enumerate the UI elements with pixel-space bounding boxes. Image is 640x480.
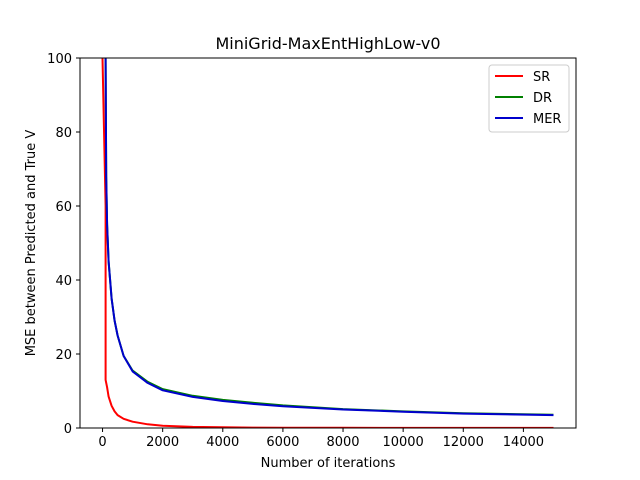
x-tick-label: 14000 <box>503 435 544 450</box>
legend-box <box>488 64 570 133</box>
x-tick-label: 8000 <box>326 435 359 450</box>
y-tick-label: 60 <box>55 200 72 215</box>
x-tick-label: 10000 <box>382 435 423 450</box>
y-axis-label: MSE between Predicted and True V <box>24 130 39 357</box>
x-tick-label: 6000 <box>266 435 299 450</box>
legend: SR DR MER <box>488 64 570 133</box>
legend-label-mer: MER <box>533 112 561 127</box>
y-tick-label: 20 <box>55 348 72 363</box>
x-axis-label: Number of iterations <box>261 456 396 471</box>
y-tick-label: 40 <box>55 274 72 289</box>
x-tick-label: 4000 <box>206 435 239 450</box>
chart-title: MiniGrid-MaxEntHighLow-v0 <box>215 34 440 53</box>
x-tick-label: 2000 <box>146 435 179 450</box>
x-axis: 0 2000 4000 6000 8000 10000 12000 14000 <box>98 428 544 450</box>
y-tick-label: 100 <box>47 52 72 67</box>
x-tick-label: 0 <box>98 435 106 450</box>
y-axis: 0 20 40 60 80 100 <box>47 52 80 437</box>
y-tick-label: 80 <box>55 126 72 141</box>
legend-label-sr: SR <box>533 70 550 85</box>
plot-frame <box>79 57 577 429</box>
legend-label-dr: DR <box>533 91 552 106</box>
series-line-mer <box>104 58 554 417</box>
x-tick-label: 12000 <box>443 435 484 450</box>
y-tick-label: 0 <box>64 422 72 437</box>
